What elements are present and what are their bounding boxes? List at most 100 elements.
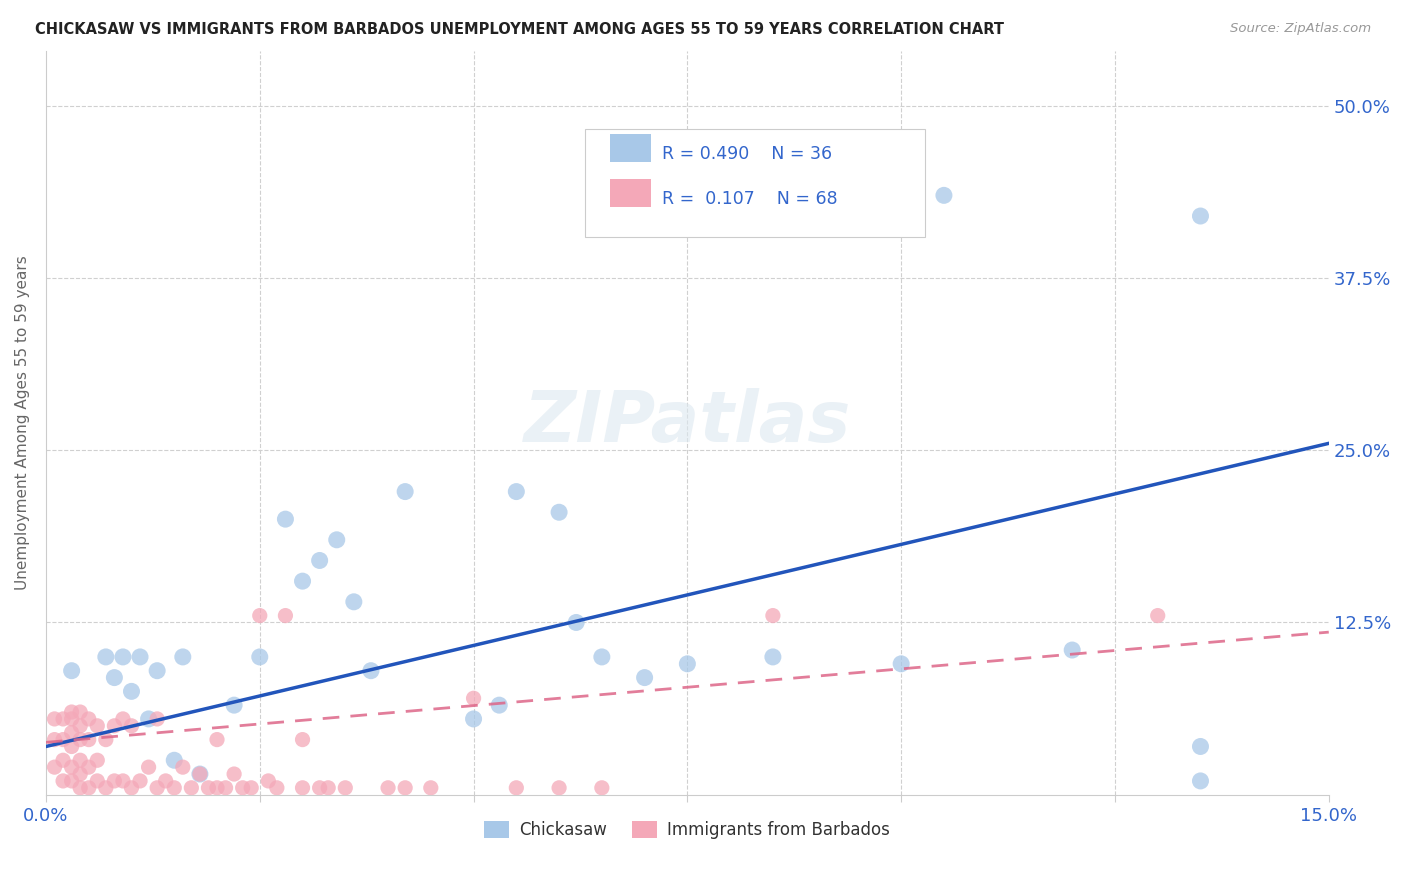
Point: [60, 760, 83, 774]
Point: [804, 181, 827, 195]
Point: [463, 691, 485, 706]
Point: [932, 188, 955, 202]
Point: [172, 760, 194, 774]
Point: [419, 780, 441, 795]
Point: [86, 753, 108, 767]
Point: [52, 732, 75, 747]
Point: [633, 671, 655, 685]
Point: [111, 712, 134, 726]
Point: [146, 780, 169, 795]
Point: [60, 664, 83, 678]
Point: [377, 780, 399, 795]
Point: [121, 684, 143, 698]
Point: [52, 712, 75, 726]
Point: [548, 505, 571, 519]
Point: [163, 753, 186, 767]
Point: [77, 760, 100, 774]
Point: [762, 649, 785, 664]
Point: [240, 780, 263, 795]
Point: [103, 671, 125, 685]
Point: [155, 773, 177, 788]
Point: [488, 698, 510, 713]
Point: [1146, 608, 1168, 623]
Point: [249, 649, 271, 664]
Point: [394, 780, 416, 795]
Point: [274, 608, 297, 623]
Point: [291, 732, 314, 747]
Point: [180, 780, 202, 795]
Point: [326, 533, 349, 547]
Point: [197, 780, 219, 795]
Point: [224, 767, 246, 781]
Point: [60, 725, 83, 739]
Point: [1189, 773, 1212, 788]
Point: [129, 649, 152, 664]
Bar: [610, 134, 651, 162]
Point: [86, 773, 108, 788]
Point: [121, 780, 143, 795]
Point: [257, 773, 280, 788]
Point: [121, 719, 143, 733]
Point: [343, 595, 366, 609]
Point: [77, 780, 100, 795]
Point: [69, 732, 91, 747]
Point: [94, 649, 117, 664]
Point: [52, 753, 75, 767]
Point: [676, 657, 699, 671]
Point: [69, 753, 91, 767]
Point: [591, 649, 613, 664]
Point: [138, 760, 160, 774]
Point: [111, 649, 134, 664]
Text: R = 0.490    N = 36: R = 0.490 N = 36: [662, 145, 832, 163]
Point: [591, 780, 613, 795]
Point: [60, 773, 83, 788]
Point: [52, 773, 75, 788]
Point: [205, 732, 228, 747]
Legend: Chickasaw, Immigrants from Barbados: Chickasaw, Immigrants from Barbados: [478, 814, 897, 846]
Text: CHICKASAW VS IMMIGRANTS FROM BARBADOS UNEMPLOYMENT AMONG AGES 55 TO 59 YEARS COR: CHICKASAW VS IMMIGRANTS FROM BARBADOS UN…: [35, 22, 1004, 37]
Text: ZIPatlas: ZIPatlas: [523, 388, 851, 458]
Point: [146, 664, 169, 678]
Point: [138, 712, 160, 726]
Point: [77, 712, 100, 726]
FancyBboxPatch shape: [585, 128, 925, 236]
Point: [762, 608, 785, 623]
Point: [69, 767, 91, 781]
Point: [205, 780, 228, 795]
Point: [77, 732, 100, 747]
Point: [308, 553, 330, 567]
Point: [505, 484, 527, 499]
Point: [94, 732, 117, 747]
Point: [291, 574, 314, 589]
Point: [188, 767, 211, 781]
Y-axis label: Unemployment Among Ages 55 to 59 years: Unemployment Among Ages 55 to 59 years: [15, 255, 30, 591]
Point: [86, 719, 108, 733]
Point: [316, 780, 339, 795]
Point: [335, 780, 357, 795]
Point: [1062, 643, 1084, 657]
Point: [249, 608, 271, 623]
Point: [44, 760, 66, 774]
Point: [308, 780, 330, 795]
Point: [60, 705, 83, 719]
Point: [44, 732, 66, 747]
Point: [291, 780, 314, 795]
Point: [163, 780, 186, 795]
Point: [146, 712, 169, 726]
Bar: [610, 178, 651, 207]
Point: [214, 780, 236, 795]
Point: [463, 712, 485, 726]
Point: [44, 712, 66, 726]
Point: [60, 739, 83, 754]
Point: [548, 780, 571, 795]
Point: [505, 780, 527, 795]
Point: [103, 773, 125, 788]
Point: [565, 615, 588, 630]
Point: [232, 780, 254, 795]
Point: [103, 719, 125, 733]
Point: [890, 657, 912, 671]
Point: [69, 719, 91, 733]
Point: [394, 484, 416, 499]
Point: [172, 649, 194, 664]
Point: [1189, 209, 1212, 223]
